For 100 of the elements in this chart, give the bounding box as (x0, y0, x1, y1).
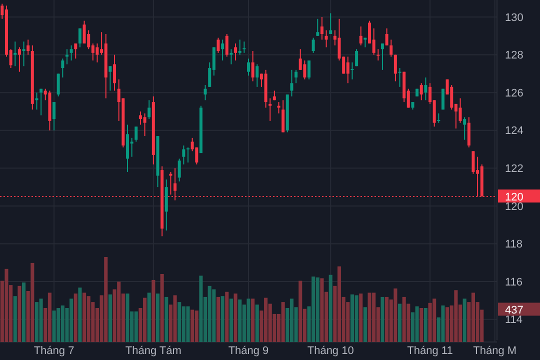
candlestick (52, 102, 56, 131)
candlestick (70, 44, 73, 61)
candlestick (74, 42, 78, 60)
candlestick (14, 41, 17, 67)
candlestick (303, 60, 306, 80)
bar (380, 296, 384, 342)
candlestick (320, 16, 324, 40)
bar (4, 268, 8, 342)
bar (108, 294, 112, 342)
bar (428, 302, 432, 342)
y-tick-label: 124 (505, 125, 524, 138)
bar (134, 311, 138, 342)
candlestick (230, 48, 233, 65)
x-tick-label: Tháng 7 (34, 345, 74, 357)
candlestick (329, 12, 332, 35)
bar (298, 280, 302, 342)
bar (164, 296, 168, 342)
candlestick (420, 82, 423, 101)
candlestick (221, 39, 224, 61)
x-tick-label: Tháng 10 (307, 345, 354, 357)
bar (255, 304, 259, 342)
x-tick-label: Tháng 9 (228, 345, 269, 357)
bar (199, 276, 203, 342)
y-tick-label: 120 (505, 200, 524, 213)
y-tick-label: 116 (505, 276, 523, 288)
candlestick (26, 39, 30, 56)
candlestick (256, 64, 259, 88)
bar (117, 282, 121, 342)
bar (402, 296, 406, 342)
bar (225, 292, 229, 342)
candlestick (376, 48, 380, 61)
y-tick-label: 122 (505, 163, 524, 176)
bar (328, 274, 332, 342)
bar (212, 289, 216, 342)
candlestick (238, 39, 242, 56)
candlestick (324, 30, 328, 48)
bar (246, 298, 250, 342)
bar (104, 257, 108, 342)
candlestick (242, 41, 246, 54)
candlestick (437, 112, 440, 124)
candlestick (385, 28, 388, 46)
bar (208, 286, 212, 342)
bar (398, 304, 402, 342)
candlestick (96, 42, 99, 63)
bar (462, 298, 466, 342)
x-tick-label: Tháng M (473, 345, 517, 357)
bar (30, 262, 34, 342)
candlestick (308, 60, 311, 80)
bar (34, 302, 39, 342)
candlestick (234, 42, 238, 61)
candlestick (346, 56, 350, 84)
candlestick (350, 62, 354, 80)
candlestick (282, 100, 285, 133)
bar (160, 274, 164, 342)
candlestick (424, 76, 428, 101)
candlestick (56, 73, 60, 97)
bar (368, 292, 372, 342)
bar (194, 310, 198, 342)
bar (424, 308, 428, 342)
bar (48, 292, 52, 342)
bar (394, 288, 398, 342)
candlestick (472, 150, 475, 174)
y-tick-label: 128 (505, 50, 524, 62)
candlestick (251, 50, 254, 82)
candlestick (225, 34, 228, 58)
bar (316, 277, 320, 342)
candlestick (61, 58, 64, 78)
bar (173, 295, 177, 342)
candlestick (18, 46, 21, 72)
y-tick-label: 118 (505, 238, 523, 251)
bar (415, 306, 419, 342)
bar (82, 292, 86, 342)
candlestick (467, 116, 470, 148)
candlestick (290, 69, 294, 97)
bar (229, 298, 233, 342)
bar (363, 307, 367, 342)
bar (216, 296, 220, 342)
bar (238, 300, 242, 342)
candlestick (148, 100, 151, 120)
bar (251, 298, 255, 342)
candlestick (78, 28, 82, 48)
candlestick (463, 116, 466, 140)
candlestick (22, 41, 26, 67)
candlestick (134, 126, 138, 142)
bar (52, 310, 56, 342)
bar (354, 295, 358, 342)
y-tick-label: 130 (505, 12, 524, 24)
bar (86, 296, 90, 342)
bar (454, 290, 458, 342)
bar (190, 310, 194, 342)
candlestick (40, 88, 43, 116)
candlestick (82, 20, 86, 44)
bar (220, 296, 224, 342)
bar (420, 308, 424, 342)
candlestick (204, 84, 207, 101)
candlestick (355, 48, 358, 67)
candlestick (458, 98, 462, 124)
bar (74, 294, 78, 342)
bar (471, 292, 476, 342)
bar (13, 296, 17, 342)
